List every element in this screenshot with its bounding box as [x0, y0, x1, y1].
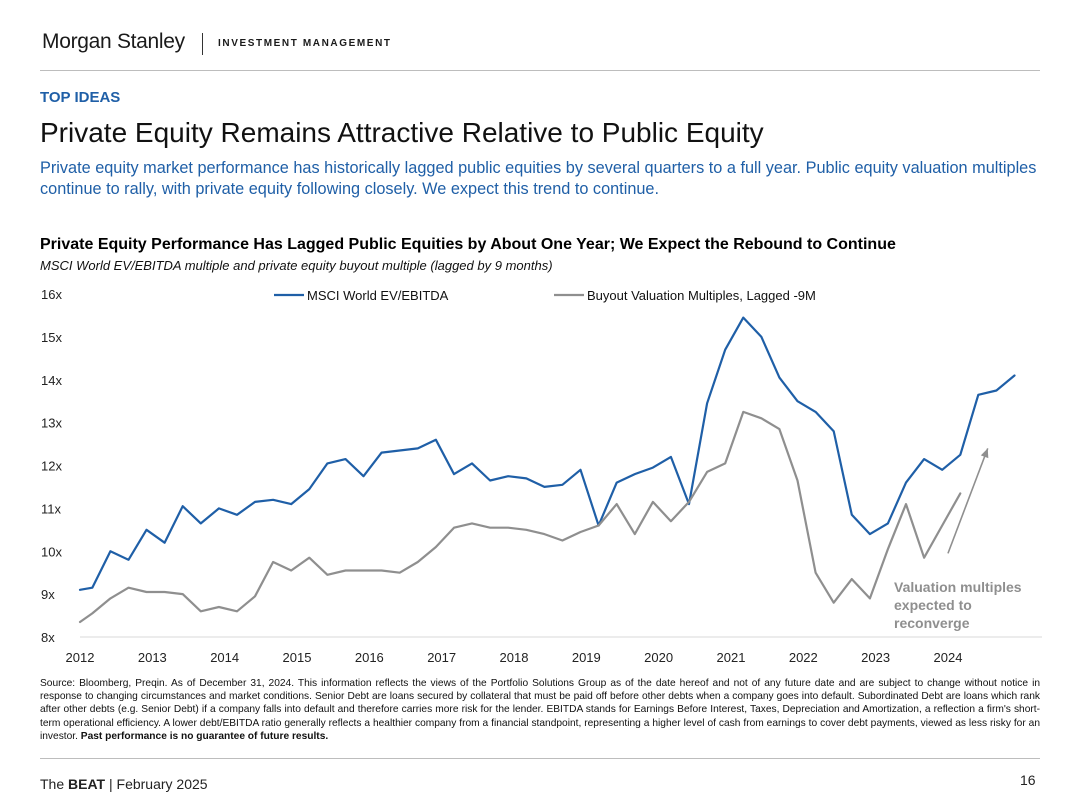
- annotation-arrow-head: [980, 448, 989, 459]
- y-tick-label: 8x: [41, 630, 55, 645]
- x-tick-label: 2024: [934, 650, 963, 665]
- chart-title: Private Equity Performance Has Lagged Pu…: [40, 236, 896, 253]
- x-tick-label: 2015: [283, 650, 312, 665]
- x-tick-label: 2018: [500, 650, 529, 665]
- source-text: Source: Bloomberg, Preqin. As of Decembe…: [40, 678, 1040, 742]
- annotation-text: expected to: [894, 597, 972, 613]
- division-label: INVESTMENT MANAGEMENT: [218, 38, 392, 49]
- legend-label-buyout-lagged: Buyout Valuation Multiples, Lagged -9M: [587, 288, 816, 303]
- annotation-text: reconverge: [894, 615, 970, 631]
- series-line-buyout-lagged: [78, 410, 962, 624]
- morgan-stanley-logo: Morgan Stanley: [42, 30, 185, 53]
- y-tick-label: 10x: [41, 544, 62, 559]
- annotation-arrow-line: [947, 448, 989, 554]
- x-tick-label: 2023: [861, 650, 890, 665]
- y-tick-label: 16x: [41, 287, 62, 302]
- line-chart: 8x 9x 10x 11x 12x 13x 14x 15x 16x 2012 2013 2014 201…: [41, 287, 1042, 665]
- y-tick-label: 11x: [41, 501, 61, 516]
- x-tick-label: 2017: [427, 650, 456, 665]
- footer-rule: [40, 758, 1040, 759]
- page-number: 16: [1020, 772, 1036, 788]
- y-tick-label: 13x: [41, 416, 62, 431]
- x-tick-label: 2022: [789, 650, 818, 665]
- logo-divider: [202, 33, 203, 55]
- y-tick-label: 9x: [41, 587, 55, 602]
- x-tick-label: 2021: [717, 650, 746, 665]
- x-tick-label: 2016: [355, 650, 384, 665]
- page-title: Private Equity Remains Attractive Relati…: [40, 117, 764, 148]
- footer-date: | February 2025: [108, 776, 208, 792]
- series-line-msci-world: [78, 316, 1016, 591]
- y-tick-label: 14x: [41, 373, 62, 388]
- chart-subtitle: MSCI World EV/EBITDA multiple and privat…: [40, 258, 553, 273]
- x-tick-label: 2013: [138, 650, 167, 665]
- footer-brand: BEAT: [68, 776, 106, 792]
- section-label: TOP IDEAS: [40, 89, 121, 106]
- y-tick-label: 15x: [41, 330, 62, 345]
- x-tick-label: 2014: [210, 650, 239, 665]
- footer-prefix: The: [40, 776, 65, 792]
- past-performance-disclaimer: Past performance is no guarantee of futu…: [80, 730, 329, 742]
- source-note: Source: Bloomberg, Preqin. As of Decembe…: [40, 677, 1040, 743]
- header-rule: [40, 70, 1040, 71]
- x-tick-label: 2019: [572, 650, 601, 665]
- legend-label-msci-world: MSCI World EV/EBITDA: [307, 288, 449, 303]
- y-tick-label: 12x: [41, 459, 62, 474]
- footer-publication: The BEAT | February 2025: [40, 776, 208, 792]
- x-tick-label: 2012: [66, 650, 95, 665]
- x-tick-label: 2020: [644, 650, 673, 665]
- page-subtitle: Private equity market performance has hi…: [40, 159, 1037, 198]
- annotation-text: Valuation multiples: [894, 579, 1022, 595]
